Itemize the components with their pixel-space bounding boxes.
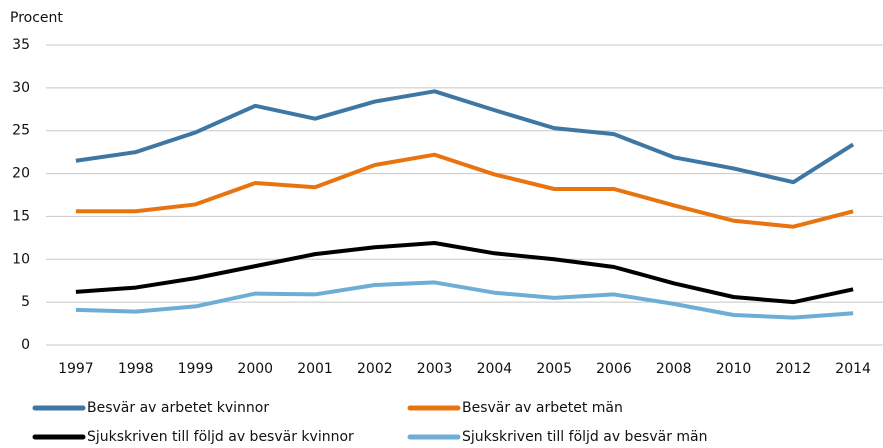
series-line — [75, 241, 854, 305]
series-line — [75, 152, 854, 229]
y-tick-label: 10 — [12, 251, 30, 267]
legend-label: Sjukskriven till följd av besvär män — [462, 429, 708, 445]
x-tick-label: 2002 — [357, 361, 393, 377]
x-tick-label: 2000 — [237, 361, 273, 377]
y-tick-label: 5 — [21, 294, 30, 310]
legend-label: Sjukskriven till följd av besvär kvinnor — [87, 429, 354, 445]
x-tick-label: 2006 — [596, 361, 632, 377]
y-tick-label: 15 — [12, 208, 30, 224]
x-tick-label: 2014 — [835, 361, 871, 377]
x-tick-label: 2001 — [297, 361, 333, 377]
x-tick-label: 2003 — [417, 361, 453, 377]
x-tick-label: 2005 — [536, 361, 572, 377]
y-axis-label: Procent — [10, 10, 63, 26]
x-tick-label: 2012 — [776, 361, 812, 377]
y-tick-label: 25 — [12, 123, 30, 139]
series-line — [75, 89, 855, 185]
legend-label: Besvär av arbetet kvinnor — [87, 400, 269, 416]
y-tick-label: 0 — [21, 337, 30, 353]
series-line — [75, 280, 854, 320]
y-tick-label: 30 — [12, 80, 30, 96]
x-tick-label: 1999 — [178, 361, 214, 377]
legend-label: Besvär av arbetet män — [462, 400, 623, 416]
x-tick-label: 2004 — [477, 361, 513, 377]
y-tick-label: 20 — [12, 166, 30, 182]
x-tick-label: 2008 — [656, 361, 692, 377]
x-tick-label: 2010 — [716, 361, 752, 377]
x-tick-label: 1998 — [118, 361, 154, 377]
x-tick-label: 1997 — [58, 361, 94, 377]
y-tick-label: 35 — [12, 37, 30, 53]
